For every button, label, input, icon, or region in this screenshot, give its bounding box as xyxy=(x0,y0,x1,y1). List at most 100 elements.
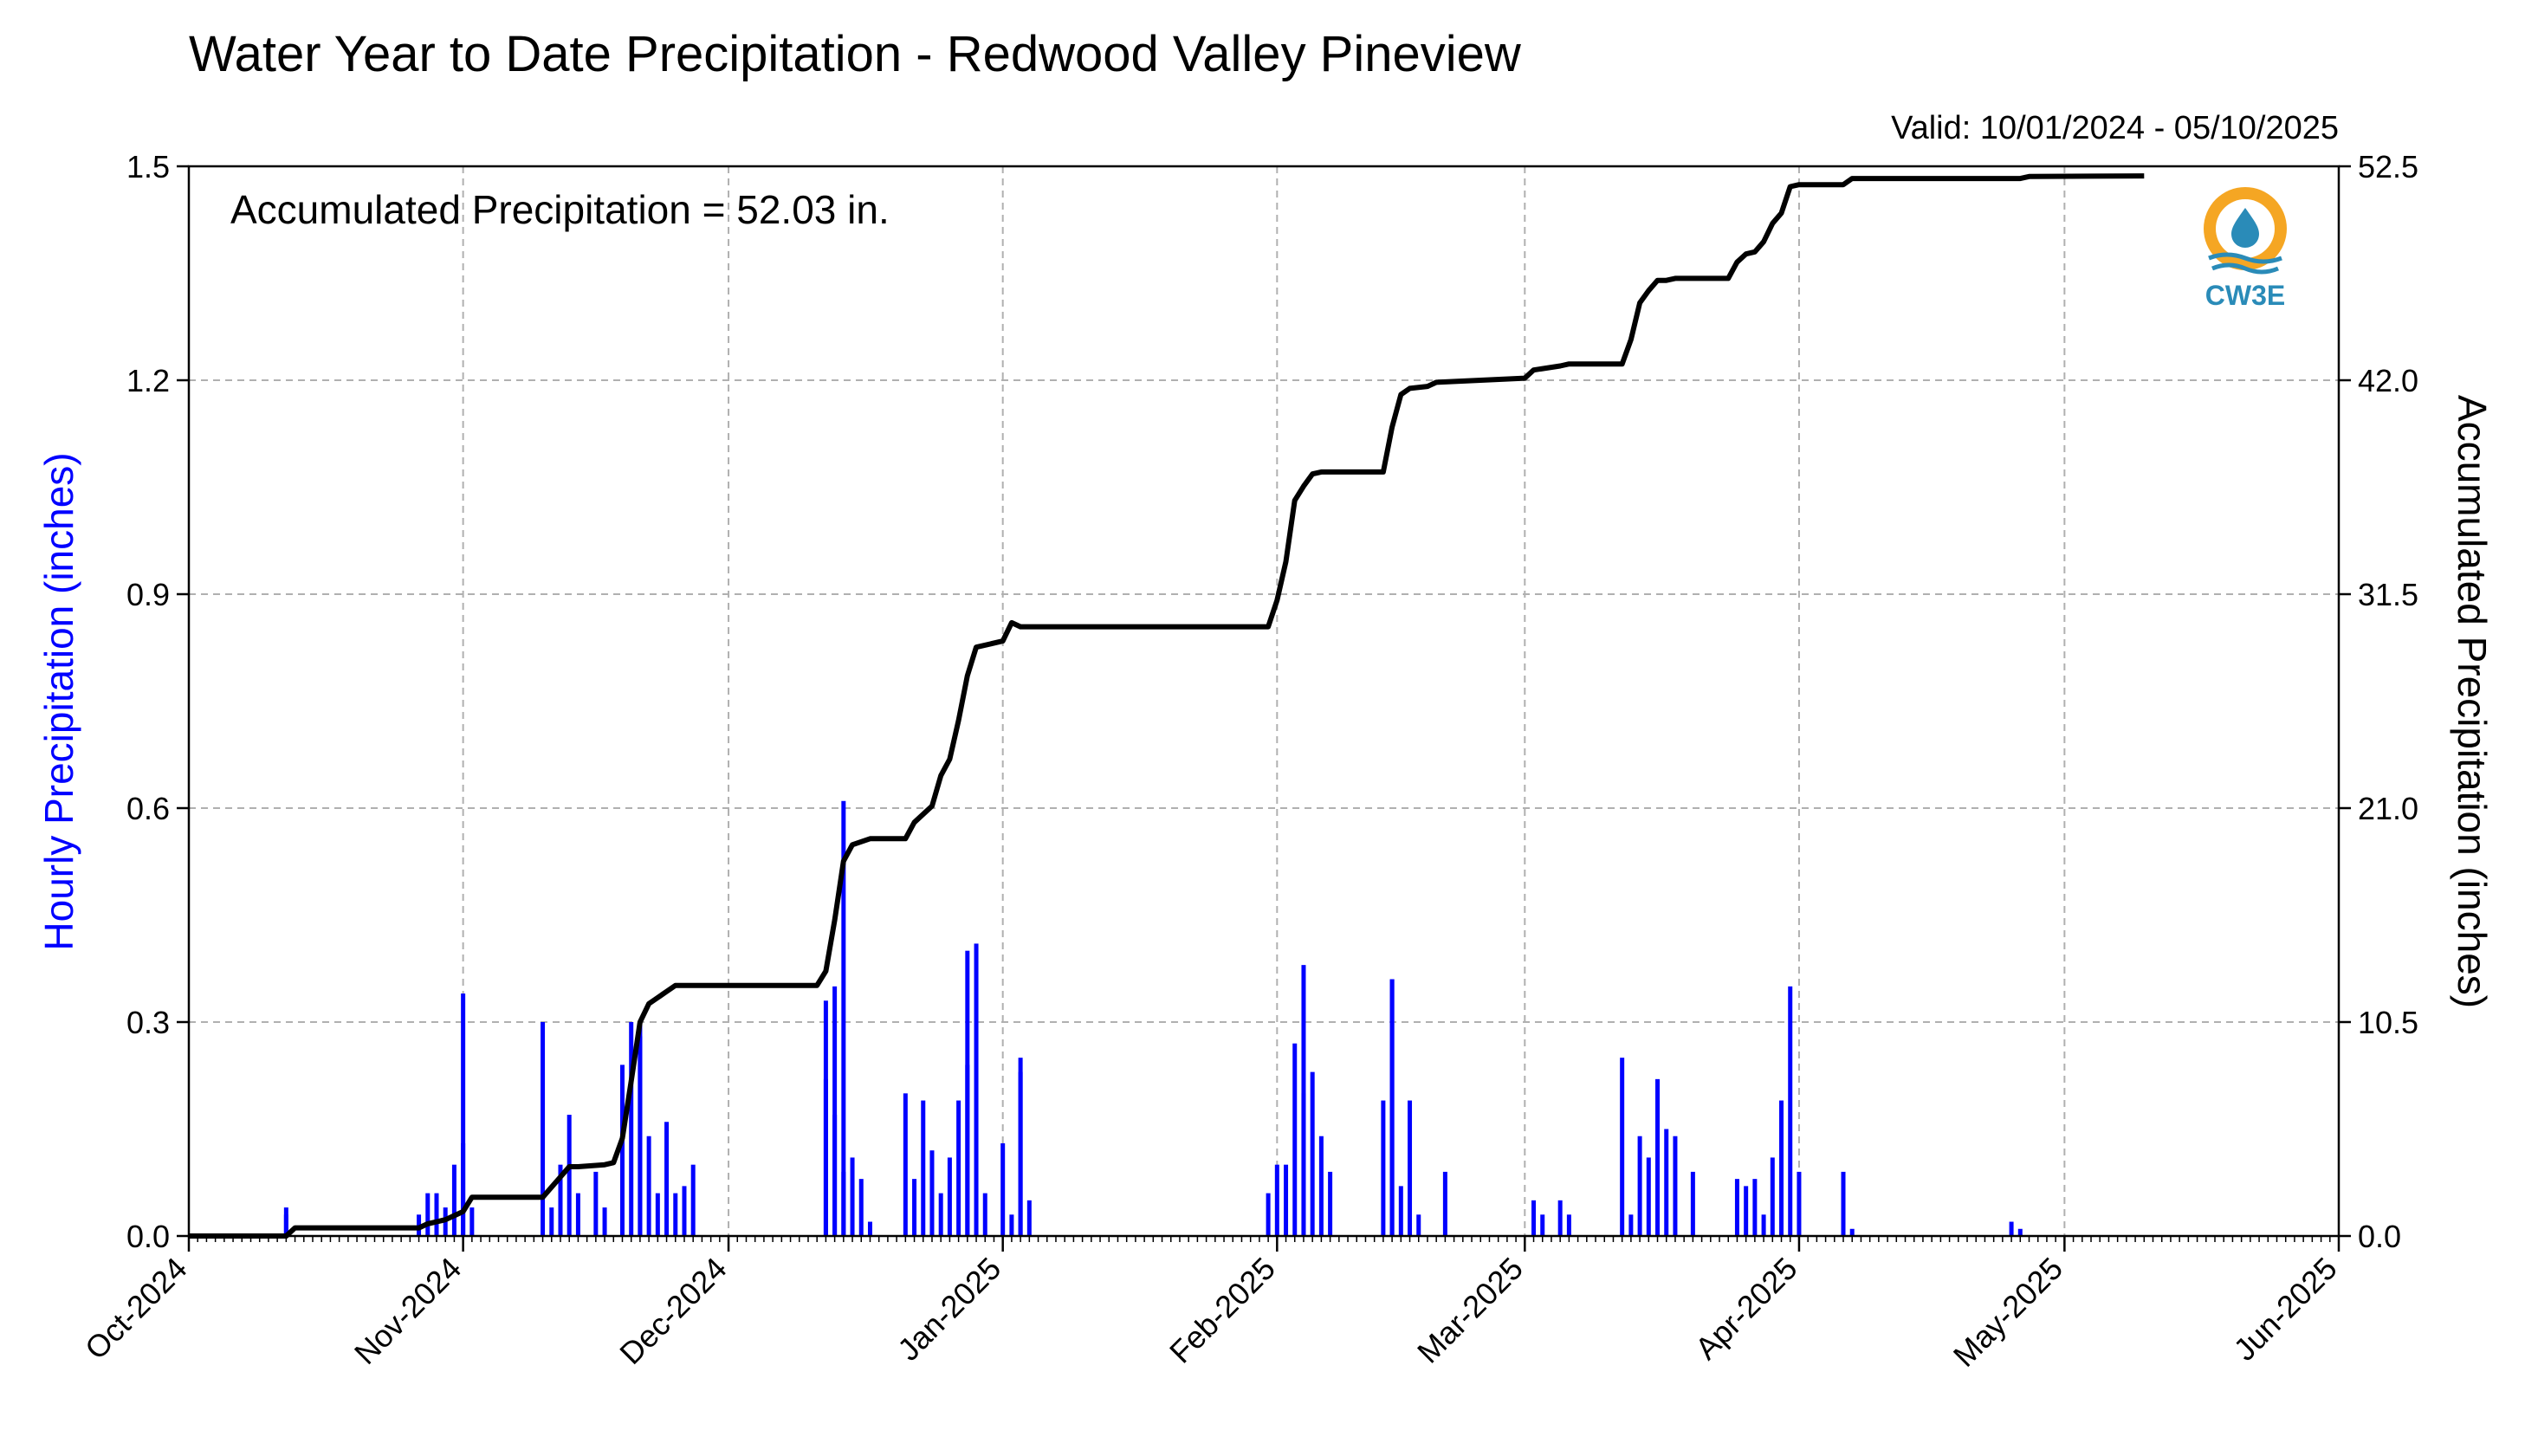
left-y-axis-label: Hourly Precipitation (inches) xyxy=(36,452,81,950)
x-tick-label: Nov-2024 xyxy=(347,1251,468,1371)
hourly-bar xyxy=(841,800,846,1236)
hourly-bar xyxy=(1690,1171,1695,1236)
accumulated-line-group xyxy=(189,173,2145,1239)
hourly-bar xyxy=(602,1207,607,1236)
hourly-bar xyxy=(575,1193,580,1236)
left-y-axis: 0.0 0.3 0.6 0.9 1.2 1.5 xyxy=(126,149,189,1254)
x-tick-label: Jan-2025 xyxy=(890,1251,1007,1368)
chart-title: Water Year to Date Precipitation - Redwo… xyxy=(189,26,1522,82)
hourly-bar xyxy=(1284,1164,1289,1236)
x-tick-label: Jun-2025 xyxy=(2227,1251,2344,1368)
x-tick-label: May-2025 xyxy=(1946,1251,2069,1374)
x-tick-label: Feb-2025 xyxy=(1162,1251,1282,1370)
hourly-bar xyxy=(974,943,979,1236)
hourly-bar xyxy=(1274,1164,1279,1236)
hourly-bar xyxy=(832,986,838,1236)
x-tick-label: Dec-2024 xyxy=(612,1251,733,1371)
hourly-bar xyxy=(921,1100,926,1236)
accumulated-line xyxy=(189,173,2145,1239)
hourly-bar xyxy=(1673,1136,1678,1236)
hourly-bar xyxy=(469,1207,475,1236)
hourly-bar xyxy=(1752,1179,1758,1236)
x-tick-label: Oct-2024 xyxy=(78,1251,194,1367)
hourly-bar xyxy=(558,1164,563,1236)
y-tick-label-right: 31.5 xyxy=(2358,577,2418,612)
hourly-bar xyxy=(965,950,970,1236)
hourly-bar xyxy=(434,1193,439,1236)
hourly-bar xyxy=(1266,1193,1271,1236)
hourly-bar xyxy=(1620,1058,1625,1236)
hourly-bar xyxy=(1009,1214,1014,1236)
hourly-bar xyxy=(549,1207,554,1236)
hourly-bar xyxy=(1744,1186,1749,1236)
hourly-bar xyxy=(283,1214,288,1236)
hourly-bar xyxy=(1318,1136,1324,1236)
y-tick-label-left: 1.5 xyxy=(126,149,170,184)
hourly-bar xyxy=(567,1115,572,1236)
hourly-bar xyxy=(1442,1171,1447,1236)
y-tick-label-left: 0.9 xyxy=(126,577,170,612)
y-tick-label-left: 0.3 xyxy=(126,1005,170,1040)
hourly-bar xyxy=(664,1122,670,1236)
y-tick-label-right: 42.0 xyxy=(2358,363,2418,398)
hourly-bar xyxy=(1797,1171,1802,1236)
hourly-bar xyxy=(1540,1214,1545,1236)
hourly-bar xyxy=(1664,1129,1669,1236)
annotation-text: Accumulated Precipitation = 52.03 in. xyxy=(230,187,890,232)
x-tick-label: Mar-2025 xyxy=(1410,1251,1530,1370)
hourly-bar xyxy=(850,1157,855,1236)
hourly-bar xyxy=(425,1193,431,1236)
hourly-bar xyxy=(1841,1171,1846,1236)
y-tick-label-left: 0.0 xyxy=(126,1219,170,1254)
hourly-bar xyxy=(858,1179,864,1236)
hourly-bar xyxy=(1000,1142,1006,1236)
hourly-bar xyxy=(956,1100,961,1236)
hourly-bar xyxy=(1381,1100,1386,1236)
hourly-bar xyxy=(1637,1136,1642,1236)
hourly-bar xyxy=(2017,1228,2023,1236)
y-tick-label-left: 1.2 xyxy=(126,363,170,398)
y-tick-label-right: 10.5 xyxy=(2358,1005,2418,1040)
hourly-bar xyxy=(867,1221,872,1236)
hourly-bar xyxy=(461,1142,466,1236)
hourly-bar xyxy=(461,993,466,1236)
hourly-bar xyxy=(1761,1214,1766,1236)
hourly-bar xyxy=(1328,1171,1333,1236)
hourly-bar xyxy=(1389,979,1395,1236)
hourly-bar xyxy=(1531,1200,1537,1236)
cw3e-logo: CW3E xyxy=(2204,187,2287,311)
hourly-bar xyxy=(541,1022,546,1236)
right-y-axis-label: Accumulated Precipitation (inches) xyxy=(2450,395,2495,1008)
hourly-bar xyxy=(1734,1179,1739,1236)
hourly-bar xyxy=(1646,1157,1651,1236)
hourly-bar xyxy=(1416,1214,1421,1236)
hourly-bar xyxy=(938,1193,943,1236)
hourly-bar xyxy=(912,1179,917,1236)
hourly-bar xyxy=(1310,1071,1315,1236)
grid-lines xyxy=(189,166,2339,1236)
chart-subtitle: Valid: 10/01/2024 - 05/10/2025 xyxy=(1891,110,2339,146)
hourly-bar xyxy=(682,1186,687,1236)
hourly-bar xyxy=(1566,1214,1571,1236)
hourly-bar xyxy=(1779,1100,1784,1236)
hourly-bar xyxy=(982,1193,987,1236)
hourly-bar xyxy=(823,1078,828,1236)
hourly-bar xyxy=(655,1193,660,1236)
hourly-bar xyxy=(638,1036,643,1236)
hourly-bar xyxy=(1770,1157,1775,1236)
hourly-bar xyxy=(593,1171,599,1236)
y-tick-label-right: 0.0 xyxy=(2358,1219,2401,1254)
hourly-bar xyxy=(629,1022,634,1236)
hourly-bar xyxy=(619,1064,625,1236)
hourly-bar xyxy=(1788,986,1793,1236)
hourly-bar xyxy=(673,1193,678,1236)
water-drop-icon xyxy=(2231,208,2259,248)
logo-text: CW3E xyxy=(2205,280,2285,311)
hourly-bar xyxy=(690,1164,696,1236)
x-tick-label: Apr-2025 xyxy=(1688,1251,1804,1367)
hourly-bar xyxy=(1628,1214,1634,1236)
hourly-bar xyxy=(1301,965,1306,1236)
y-tick-label-left: 0.6 xyxy=(126,791,170,826)
hourly-bar xyxy=(1018,1058,1023,1236)
hourly-bars xyxy=(283,800,2023,1236)
